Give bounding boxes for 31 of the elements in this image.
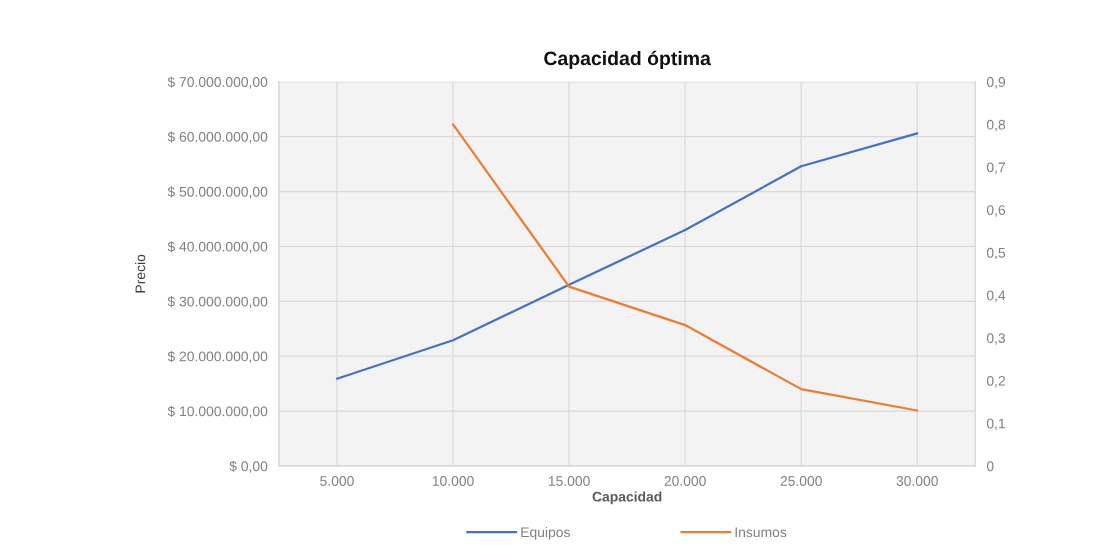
legend-label: Equipos bbox=[521, 526, 570, 540]
y-tick-label: $ 40.000.000,00 bbox=[167, 241, 268, 254]
y2-tick-label: 0,3 bbox=[986, 333, 1006, 345]
x-tick-label: 10.000 bbox=[432, 476, 474, 486]
legend-label: Insumos bbox=[735, 527, 787, 538]
y2-tick-label: 0,9 bbox=[986, 77, 1006, 89]
y-tick-label: $ 30.000.000,00 bbox=[167, 296, 268, 309]
x-tick-label: 15.000 bbox=[548, 476, 590, 486]
y-tick-label: $ 70.000.000,00 bbox=[167, 76, 268, 89]
chart-title: Capacidad óptima bbox=[544, 50, 711, 70]
y2-tick-label: 0,1 bbox=[986, 418, 1006, 431]
x-tick-label: 25.000 bbox=[780, 476, 822, 486]
y2-tick-label: 0,8 bbox=[986, 119, 1006, 132]
y-axis-title: Precio bbox=[135, 254, 146, 293]
y-tick-label: $ 10.000.000,00 bbox=[167, 405, 268, 418]
x-tick-label: 5.000 bbox=[320, 476, 354, 486]
y-tick-label: $ 0,00 bbox=[229, 460, 268, 473]
y2-tick-label: 0,2 bbox=[986, 375, 1005, 388]
y2-tick-label: 0,4 bbox=[986, 290, 1006, 303]
x-tick-label: 30.000 bbox=[896, 476, 938, 486]
x-tick-label: 20.000 bbox=[664, 476, 706, 486]
line-series bbox=[335, 132, 919, 380]
y-tick-label: $ 60.000.000,00 bbox=[167, 131, 268, 144]
y-tick-label: $ 50.000.000,00 bbox=[167, 186, 268, 199]
y2-tick-label: 0,7 bbox=[986, 162, 1005, 174]
y2-tick-label: 0,6 bbox=[986, 205, 1006, 217]
y2-tick-label: 0 bbox=[986, 461, 994, 472]
y2-tick-label: 0,5 bbox=[986, 247, 1006, 260]
line-series bbox=[451, 123, 919, 412]
y-tick-label: $ 20.000.000,00 bbox=[167, 350, 268, 364]
x-axis-title: Capacidad bbox=[592, 491, 662, 505]
